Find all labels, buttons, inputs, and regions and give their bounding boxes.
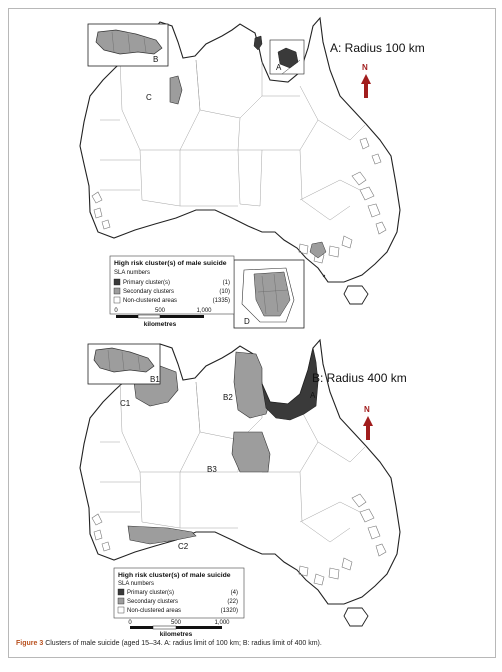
inset-b-lines — [111, 31, 147, 53]
legend-swatch-secondary-a — [113, 287, 121, 295]
north-arrow-shape-a — [361, 74, 371, 98]
secondary-cluster-b3 — [231, 431, 271, 473]
inset-label-c-a: C — [146, 93, 152, 102]
urban-sla-mesh-a — [91, 137, 387, 264]
inset-label-a-b: A — [310, 391, 316, 400]
scale-seg-2-a — [137, 314, 161, 319]
inset-b1-lines — [107, 349, 141, 371]
legend-swatch-secondary-b — [117, 597, 125, 605]
legend-title-a: High risk cluster(s) of male suicide — [114, 260, 227, 267]
inset-a-leader — [281, 59, 301, 75]
caption-text: Clusters of male suicide (aged 15–34. A:… — [45, 640, 322, 647]
urban-sla-mesh-b — [91, 493, 387, 586]
north-arrow-shape-b — [363, 416, 373, 440]
caption-label: Figure 3 — [16, 640, 44, 647]
inset-label-b1: B1 — [150, 375, 160, 384]
inset-a-shape — [277, 47, 299, 69]
scale-tick-0-a: 0 — [114, 308, 118, 314]
secondary-cluster-c — [169, 75, 183, 105]
secondary-cluster-d-marker — [309, 241, 327, 259]
north-arrow-a: N — [361, 63, 371, 98]
legend-swatch-nonclustered-b — [117, 606, 125, 614]
sla-boundaries-a — [100, 59, 367, 221]
legend-count-nonclustered-b: (1320) — [221, 608, 238, 614]
inset-label-c2: C2 — [178, 542, 189, 551]
legend-count-nonclustered-a: (1335) — [213, 298, 230, 304]
legend-label-primary-b: Primary cluster(s) — [127, 590, 174, 596]
inset-d-a — [233, 259, 305, 329]
scale-seg-3-a — [160, 315, 204, 318]
scale-bar-a: 0 500 1,000 kilometres — [114, 308, 212, 328]
primary-cluster-a — [261, 347, 319, 421]
legend-label-secondary-a: Secondary clusters — [123, 289, 174, 295]
scale-tick-0-b: 0 — [128, 620, 132, 626]
north-letter-a: N — [362, 63, 368, 72]
inset-d-cluster — [253, 271, 291, 317]
scale-tick-1000-b: 1,000 — [214, 620, 230, 626]
scale-seg-3-b — [176, 626, 222, 629]
north-arrow-b: N — [363, 405, 373, 440]
sla-boundaries-b — [100, 381, 367, 543]
legend-box-a — [109, 255, 235, 315]
legend-label-nonclustered-b: Non-clustered areas — [127, 608, 181, 614]
secondary-cluster-c2 — [127, 525, 197, 545]
tasmania-b — [343, 607, 369, 627]
scale-tick-500-a: 500 — [155, 308, 166, 314]
map-australia-a — [79, 17, 401, 305]
legend-subtitle-a: SLA numbers — [114, 270, 150, 276]
panel-a-title: A: Radius 100 km — [330, 41, 425, 55]
inset-b1-shape — [93, 347, 155, 373]
north-letter-b: N — [364, 405, 370, 414]
inset-label-d-a: D — [244, 317, 250, 326]
legend-count-secondary-b: (22) — [227, 599, 238, 605]
scale-unit-b: kilometres — [160, 631, 193, 638]
inset-label-c1: C1 — [120, 399, 131, 408]
scale-unit-a: kilometres — [144, 321, 177, 328]
legend-label-secondary-b: Secondary clusters — [127, 599, 178, 605]
legend-title-b: High risk cluster(s) of male suicide — [118, 572, 231, 579]
legend-box-b — [113, 567, 245, 619]
inset-b-a — [87, 23, 169, 67]
figure-caption: Figure 3 Clusters of male suicide (aged … — [16, 640, 486, 648]
tasmania-a — [343, 285, 369, 305]
legend-label-nonclustered-a: Non-clustered areas — [123, 298, 177, 304]
scale-seg-1-b — [130, 626, 153, 629]
scale-tick-500-b: 500 — [171, 620, 182, 626]
scale-bar-b: 0 500 1,000 kilometres — [128, 620, 230, 638]
legend-count-primary-b: (4) — [231, 590, 238, 596]
primary-cluster-a-marker — [253, 35, 263, 51]
inset-label-b3: B3 — [207, 465, 217, 474]
inset-b1 — [87, 343, 161, 385]
island-dot-a — [322, 274, 326, 278]
legend-swatch-primary-a — [113, 278, 121, 286]
legend-b: High risk cluster(s) of male suicide SLA… — [113, 567, 245, 619]
legend-label-primary-a: Primary cluster(s) — [123, 280, 170, 286]
secondary-cluster-b2 — [233, 351, 271, 419]
scale-seg-2-b — [152, 625, 177, 630]
scale-seg-1-a — [116, 315, 138, 318]
panel-b-title: B: Radius 400 km — [312, 371, 407, 385]
legend-count-primary-a: (1) — [223, 280, 230, 286]
inset-label-b2: B2 — [223, 393, 233, 402]
panel-b: B: Radius 400 km B1 B2 A C1 B3 C2 N High… — [79, 339, 407, 638]
scale-tick-1000-a: 1,000 — [196, 308, 212, 314]
inset-a-a — [269, 39, 305, 75]
legend-swatch-nonclustered-a — [113, 296, 121, 304]
legend-count-secondary-a: (10) — [219, 289, 230, 295]
inset-label-b-a: B — [153, 55, 158, 64]
inset-label-a-a: A — [276, 63, 282, 72]
legend-subtitle-b: SLA numbers — [118, 581, 154, 587]
inset-d-lines — [257, 273, 289, 315]
panel-a: A: Radius 100 km B A C D N High risk clu… — [79, 17, 425, 329]
legend-swatch-primary-b — [117, 588, 125, 596]
legend-a: High risk cluster(s) of male suicide SLA… — [109, 255, 235, 315]
